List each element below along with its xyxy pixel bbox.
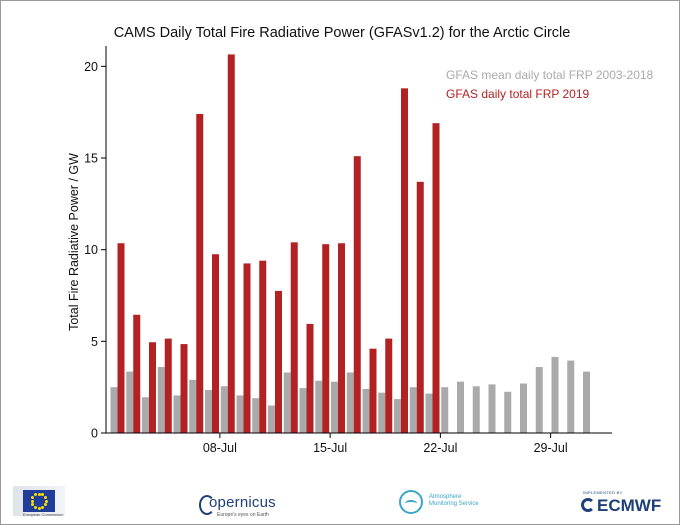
bar-mean-2019-07-06 <box>189 379 197 433</box>
eu-star-icon <box>44 499 48 503</box>
bar-mean-2019-07-19 <box>394 399 401 433</box>
bar-2019-2019-07-19 <box>401 88 408 433</box>
bar-2019-2019-07-11 <box>275 290 282 433</box>
y-tick-label-10: 10 <box>84 243 98 257</box>
bar-mean-2019-07-02 <box>126 371 134 433</box>
bar-mean-2019-07-03 <box>142 397 149 433</box>
ecmwf-implemented-by: IMPLEMENTED BY <box>583 490 623 495</box>
eu-star-icon <box>37 506 41 510</box>
y-tick-label-0: 0 <box>91 427 98 441</box>
ecmwf-logo: IMPLEMENTED BY ECMWF <box>579 490 675 520</box>
eu-star-icon <box>37 492 41 496</box>
bar-mean-2019-07-24 <box>472 386 480 433</box>
bar-mean-2019-07-21 <box>425 393 433 433</box>
eu-caption: European Commission <box>23 512 64 517</box>
eu-star-icon <box>30 499 34 503</box>
legend-entry-mean: GFAS mean daily total FRP 2003-2018 <box>446 68 654 82</box>
bar-2019-2019-07-07 <box>212 254 219 433</box>
bar-mean-2019-07-09 <box>236 395 244 433</box>
eu-star-icon <box>31 496 35 499</box>
bar-mean-2019-07-05 <box>173 395 181 433</box>
y-axis-label: Total Fire Radiative Power / GW <box>67 153 81 331</box>
bar-mean-2019-07-12 <box>283 372 291 433</box>
bar-mean-2019-07-01 <box>110 387 118 433</box>
bar-mean-2019-07-22 <box>441 387 449 433</box>
x-tick-label-15-Jul: 15-Jul <box>313 441 347 455</box>
bar-mean-2019-07-31 <box>583 371 590 433</box>
bar-2019-2019-07-04 <box>164 338 172 433</box>
bar-2019-2019-07-21 <box>432 123 440 434</box>
bar-mean-2019-07-16 <box>346 372 354 433</box>
legend: GFAS mean daily total FRP 2003-2018 GFAS… <box>446 68 654 101</box>
cams-globe-icon <box>399 490 423 514</box>
eu-star-icon <box>41 493 44 497</box>
bar-2019-2019-07-17 <box>369 348 377 433</box>
bar-mean-2019-07-18 <box>378 392 386 433</box>
cams-logo: Atmosphere Monitoring Service <box>399 488 499 522</box>
bar-mean-2019-07-17 <box>362 389 370 433</box>
bar-mean-2019-07-23 <box>457 381 464 433</box>
bar-2019-2019-07-06 <box>196 114 204 433</box>
bar-mean-2019-07-26 <box>504 391 512 433</box>
bar-2019-2019-07-10 <box>259 260 267 433</box>
bar-mean-2019-07-08 <box>220 386 228 433</box>
footer-logos: European Commission opernicus Europe's e… <box>1 478 679 524</box>
bar-2019-2019-07-12 <box>290 242 298 433</box>
bar-mean-2019-07-07 <box>205 389 212 433</box>
bar-2019-2019-07-13 <box>306 323 314 433</box>
eu-star-icon <box>43 496 47 499</box>
bar-mean-2019-07-14 <box>315 380 323 433</box>
bar-2019-2019-07-08 <box>227 54 235 434</box>
x-tick-label-29-Jul: 29-Jul <box>534 441 568 455</box>
eu-star-icon <box>43 503 47 506</box>
eu-star-icon <box>31 503 35 506</box>
x-tick-label-22-Jul: 22-Jul <box>423 441 457 455</box>
bar-mean-2019-07-10 <box>252 398 260 433</box>
eu-star-icon <box>34 505 37 509</box>
y-tick-label-20: 20 <box>84 60 98 74</box>
cams-line-1: Atmosphere <box>429 494 462 500</box>
copernicus-name: opernicus <box>209 494 276 511</box>
y-tick-label-5: 5 <box>91 335 98 349</box>
european-commission-logo: European Commission <box>11 486 71 520</box>
cams-line-2: Monitoring Service <box>429 501 479 507</box>
x-tick-label-08-Jul: 08-Jul <box>203 441 237 455</box>
bar-2019-2019-07-18 <box>385 338 393 433</box>
bar-mean-2019-07-27 <box>520 383 527 433</box>
bar-2019-2019-07-01 <box>117 243 125 433</box>
cams-text: Atmosphere Monitoring Service <box>429 494 479 508</box>
bar-mean-2019-07-25 <box>488 384 496 433</box>
bar-mean-2019-07-30 <box>567 360 575 433</box>
bar-2019-2019-07-14 <box>322 244 330 433</box>
copernicus-tagline: Europe's eyes on Earth <box>217 512 269 518</box>
bar-2019-2019-07-03 <box>149 342 156 433</box>
bar-mean-2019-07-04 <box>157 367 165 433</box>
ecmwf-name: ECMWF <box>597 496 662 515</box>
ecmwf-mark-icon <box>581 498 595 512</box>
fire-radiative-power-chart: CAMS Daily Total Fire Radiative Power (G… <box>67 25 654 455</box>
bar-mean-2019-07-29 <box>551 356 559 433</box>
chart-title: CAMS Daily Total Fire Radiative Power (G… <box>114 25 571 41</box>
bar-mean-2019-07-15 <box>331 381 338 433</box>
bar-2019-2019-07-16 <box>353 156 361 434</box>
bar-2019-2019-07-09 <box>243 263 251 433</box>
eu-flag-icon <box>23 490 55 512</box>
bar-mean-2019-07-13 <box>299 388 307 433</box>
bar-2019-2019-07-20 <box>416 181 424 433</box>
bar-mean-2019-07-20 <box>409 387 417 433</box>
bar-2019-2019-07-02 <box>133 314 141 433</box>
y-tick-label-15: 15 <box>84 152 98 166</box>
legend-entry-2019: GFAS daily total FRP 2019 <box>446 87 590 101</box>
eu-star-icon <box>41 505 44 509</box>
bar-mean-2019-07-28 <box>535 367 543 433</box>
bar-mean-2019-07-11 <box>268 405 275 433</box>
bar-2019-2019-07-05 <box>180 344 188 433</box>
eu-star-icon <box>34 493 37 497</box>
bar-2019-2019-07-15 <box>338 243 345 433</box>
copernicus-logo: opernicus Europe's eyes on Earth <box>199 492 279 522</box>
copernicus-swirl-icon <box>199 495 215 515</box>
